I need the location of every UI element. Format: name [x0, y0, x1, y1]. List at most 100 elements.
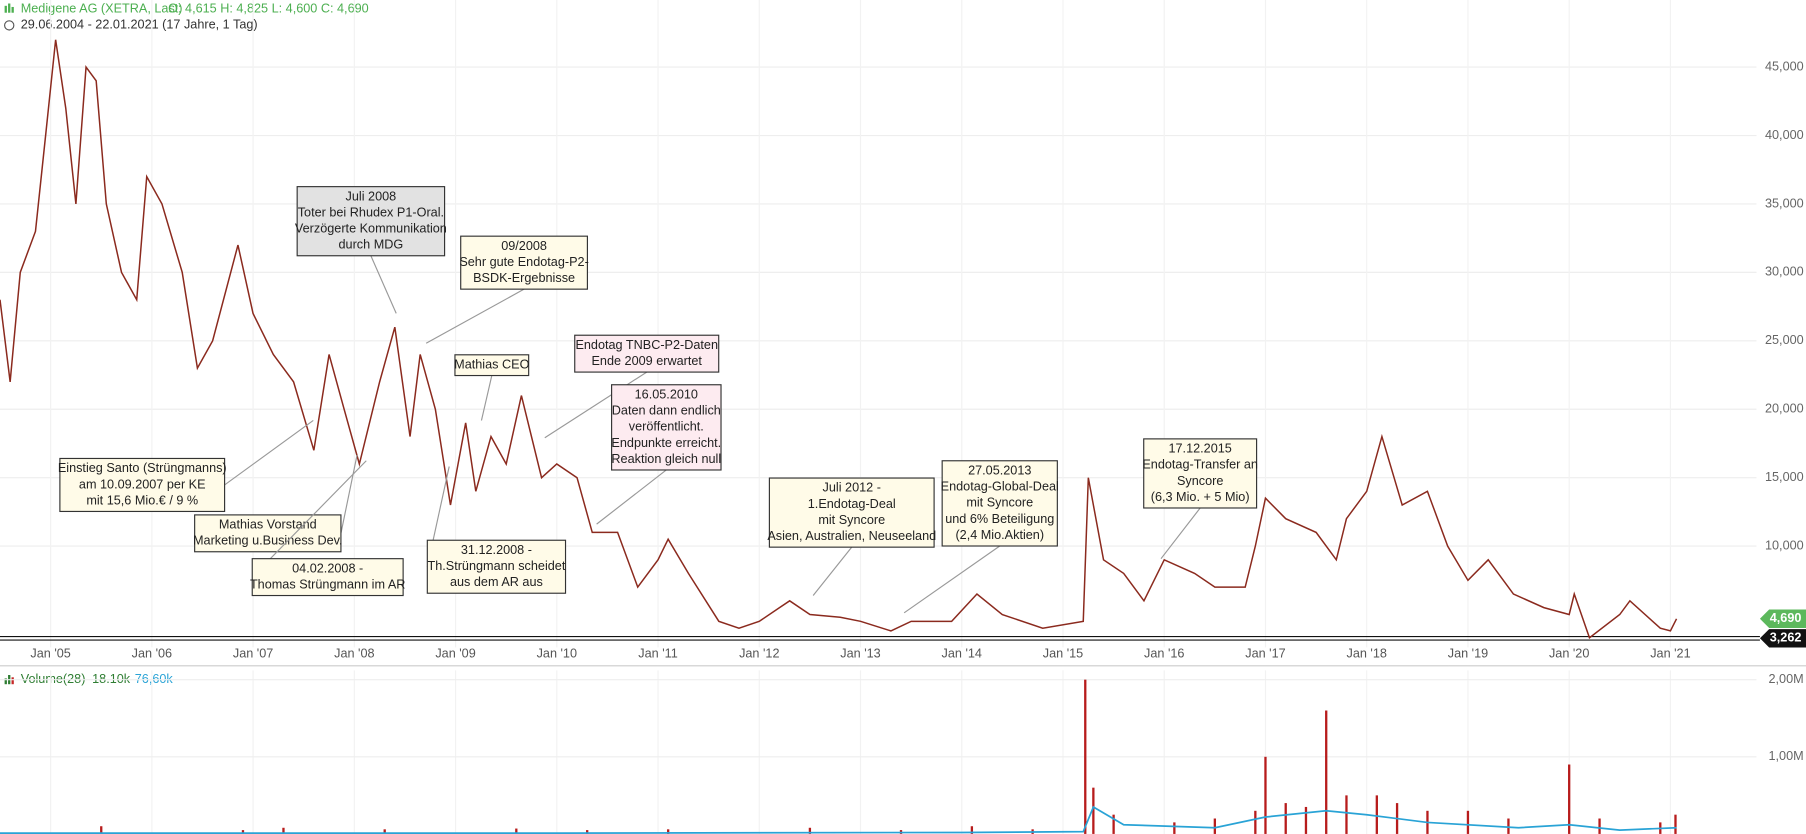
ohlc: O: 4,615 H: 4,825 L: 4,600 C: 4,690: [168, 2, 369, 16]
volume-bar: [1254, 810, 1257, 834]
annotation-text: mit Syncore: [818, 513, 885, 527]
annotation-text: am 10.09.2007 per KE: [79, 477, 206, 491]
annotation-text: Syncore: [1177, 474, 1223, 488]
volume-bar: [970, 826, 974, 834]
y-tick-label: 20,000: [1765, 402, 1804, 416]
annotation: 09/2008 Sehr gute Endotag-P2- BSDK-Ergebni…: [425, 235, 589, 344]
annotation: Endotag TNBC-P2-Daten Ende 2009 erwartet: [544, 334, 720, 439]
annotation-text: Asien, Australien, Neuseeland: [767, 529, 936, 543]
volume-last: 18.10k: [92, 672, 131, 686]
annotation-text: BSDK-Ergebnisse: [473, 271, 575, 285]
annotation-text: Verzögerte Kommunikation: [295, 222, 447, 236]
volume-bar: [667, 829, 670, 834]
annotation-text: Endpunkte erreicht.: [611, 436, 721, 450]
annotation: Juli 2008 Toter bei Rhudex P1-Oral. Verzög…: [295, 186, 447, 314]
annotation: 31.12.2008 - Th.Strüngmann scheidet aus de…: [426, 466, 567, 594]
annotation-text: veröffentlicht.: [629, 420, 704, 434]
annotation-box: [454, 354, 530, 377]
annotation-text: Endotag-Global-Deal: [941, 480, 1059, 494]
clock-icon: [4, 20, 15, 31]
annotation-text: Reaktion gleich null: [611, 452, 721, 466]
x-tick-label: Jan '21: [1650, 647, 1690, 661]
annotation-text: Juli 2012 -: [823, 481, 881, 495]
volume-bar: [282, 827, 285, 834]
icon: [11, 677, 14, 685]
annotation-leader: [425, 288, 525, 344]
y-tick-label: 45,000: [1765, 59, 1804, 73]
price-line: [0, 39, 1678, 640]
annotation-text: Endotag TNBC-P2-Daten: [575, 338, 718, 352]
annotation-text: 1.Endotag-Deal: [808, 497, 896, 511]
annotation-text: (2,4 Mio.Aktien): [955, 528, 1044, 542]
x-tick-label: Jan '20: [1549, 647, 1589, 661]
annotation-text: Ende 2009 erwartet: [591, 354, 702, 368]
volume-bar: [1284, 803, 1287, 834]
annotation-box: [611, 384, 722, 471]
annotation-box: [460, 235, 588, 290]
annotation-box: [296, 186, 446, 257]
y-tick-label: 2,00M: [1769, 672, 1804, 686]
volume-bar: [808, 827, 812, 834]
annotation-leader: [1160, 507, 1201, 560]
x-tick-label: Jan '05: [30, 647, 70, 661]
annotation-text: durch MDG: [339, 238, 404, 252]
annotation-text: Juli 2008: [346, 189, 397, 203]
annotation-text: und 6% Beteiligung: [945, 512, 1054, 526]
annotation-box: [574, 334, 720, 373]
y-tick-label: 35,000: [1765, 196, 1804, 210]
annotation: 27.05.2013 Endotag-Global-Deal mit Syncore…: [903, 460, 1059, 614]
x-tick-label: Jan '17: [1245, 647, 1285, 661]
volume-bar: [1173, 822, 1176, 834]
annotation-text: Endotag-Transfer an: [1142, 458, 1258, 472]
annotation-text: Toter bei Rhudex P1-Oral.: [298, 205, 444, 219]
x-tick-label: Jan '18: [1346, 647, 1386, 661]
y-tick-label: 15,000: [1765, 470, 1804, 484]
x-tick-label: Jan '11: [638, 647, 677, 661]
volume-bar: [1264, 756, 1267, 834]
x-tick-label: Jan '12: [739, 647, 779, 661]
chart-title: Medigene AG (XETRA, Last): [21, 2, 183, 16]
x-tick-label: Jan '16: [1144, 647, 1184, 661]
annotation: 16.05.2010 Daten dann endlich veröffentlic…: [596, 384, 722, 525]
annotation-text: Thomas Strüngmann im AR: [250, 578, 405, 592]
y-tick-label: 40,000: [1765, 128, 1804, 142]
annotation-leader: [812, 546, 853, 596]
annotation-box: [59, 457, 226, 513]
x-tick-label: Jan '15: [1043, 647, 1083, 661]
volume-bar: [1507, 818, 1510, 834]
x-tick-label: Jan '13: [840, 647, 880, 661]
volume-ma: 76,60k: [135, 672, 174, 686]
annotation-text: 17.12.2015: [1168, 442, 1231, 456]
annotation-text: Einstieg Santo (Strüngmanns): [58, 461, 227, 475]
annotation-leader: [544, 371, 648, 439]
x-tick-label: Jan '06: [132, 647, 172, 661]
annotation-text: mit 15,6 Mio.€ / 9 %: [86, 493, 198, 507]
annotation-leader: [480, 375, 493, 421]
icon: [4, 5, 7, 13]
volume-bar: [1092, 787, 1095, 834]
icon: [11, 6, 14, 13]
annotation-text: Mathias Vorstand: [219, 518, 317, 532]
volume-bar: [100, 826, 103, 834]
annotation-text: 31.12.2008 -: [461, 543, 532, 557]
price-tag-label: 3,262: [1770, 631, 1802, 645]
volume-bar: [1304, 806, 1308, 834]
annotation-text: (6,3 Mio. + 5 Mio): [1151, 490, 1250, 504]
volume-ma-line: [0, 805, 1677, 834]
annotation-leader: [251, 460, 367, 578]
y-tick-label: 30,000: [1765, 265, 1804, 279]
icon: [8, 3, 11, 13]
annotation-box: [251, 558, 404, 597]
y-tick-label: 10,000: [1765, 538, 1804, 552]
volume-bar: [1568, 764, 1571, 834]
volume-bar: [1466, 810, 1470, 834]
x-tick-label: Jan '09: [435, 647, 475, 661]
annotation-leader: [340, 454, 358, 534]
x-tick-label: Jan '08: [334, 647, 374, 661]
volume-bar: [1674, 814, 1677, 834]
volume-bar: [586, 830, 589, 834]
volume-bar: [1375, 795, 1378, 834]
annotation-box: [768, 477, 935, 548]
x-tick-label: Jan '14: [942, 647, 982, 661]
price-tag-label: 4,690: [1770, 611, 1802, 625]
